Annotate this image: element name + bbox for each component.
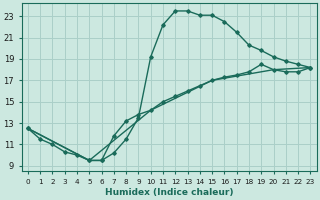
- X-axis label: Humidex (Indice chaleur): Humidex (Indice chaleur): [105, 188, 233, 197]
